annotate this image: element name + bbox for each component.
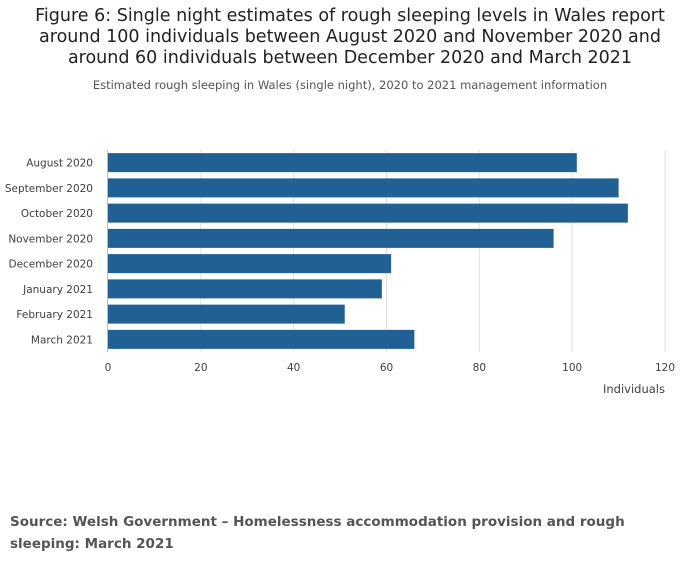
category-label: February 2021 [16,309,93,321]
x-tick-label: 60 [380,362,393,374]
bar [108,153,577,173]
bar [108,304,345,324]
x-tick-label: 20 [194,362,207,374]
category-label: November 2020 [8,233,93,245]
bar [108,254,392,274]
category-label: January 2021 [22,284,93,296]
bars [108,153,628,349]
x-tick-label: 80 [473,362,486,374]
category-label: March 2021 [31,334,93,346]
category-labels: August 2020 September 2020 October 2020 Nov… [5,158,93,347]
chart-subtitle: Estimated rough sleeping in Wales (singl… [92,78,608,92]
x-tick-label: 100 [562,362,582,374]
x-tick-labels: 0 20 40 60 80 100 120 [105,362,675,374]
bar [108,228,554,248]
x-tick-label: 40 [287,362,300,374]
bar [108,203,628,223]
x-tick-label: 120 [655,362,675,374]
x-tick-label: 0 [105,362,112,374]
bar [108,329,415,349]
bar [108,178,619,198]
source-note: Source: Welsh Government – Homelessness … [10,514,625,552]
category-label: December 2020 [8,259,93,271]
category-label: September 2020 [5,183,93,195]
bar [108,279,382,299]
chart-title: Figure 6: Single night estimates of roug… [35,6,665,68]
x-axis-title: Individuals [603,382,665,396]
bar-chart: August 2020 September 2020 October 2020 Nov… [5,150,675,396]
category-label: October 2020 [21,208,93,220]
category-label: August 2020 [26,158,93,170]
